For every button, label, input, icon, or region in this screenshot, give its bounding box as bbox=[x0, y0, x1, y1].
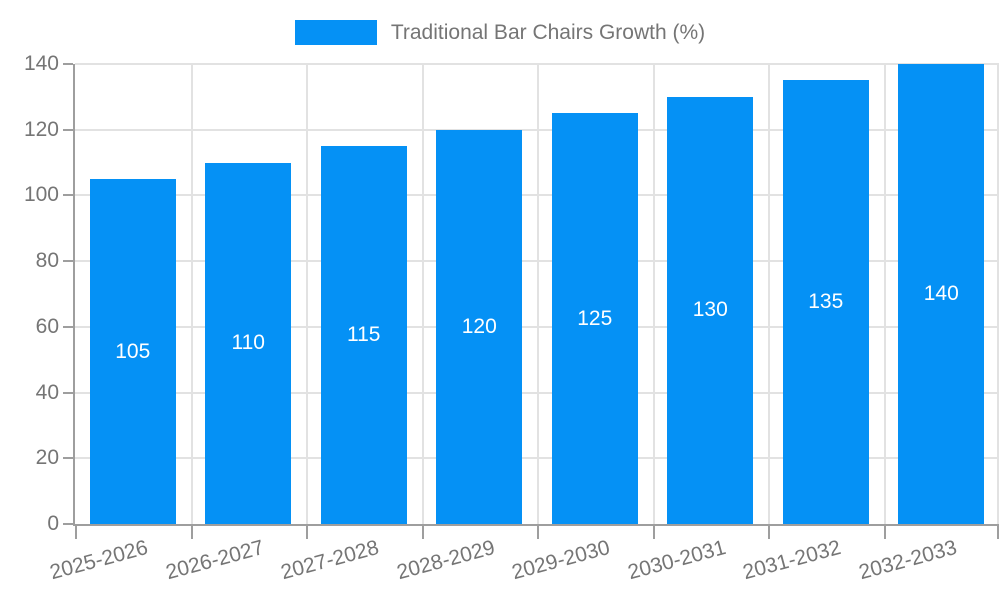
bar[interactable]: 120 bbox=[436, 129, 523, 524]
y-axis-label: 60 bbox=[35, 314, 59, 338]
x-axis-label-text: 2025-2026 bbox=[47, 536, 151, 585]
x-axis-label-text: 2026-2027 bbox=[163, 536, 267, 585]
bar-value-label: 115 bbox=[347, 323, 381, 347]
x-axis-label-text: 2031-2032 bbox=[740, 536, 844, 585]
v-gridline bbox=[191, 64, 193, 524]
x-axis-tick bbox=[884, 526, 886, 539]
v-gridline bbox=[768, 64, 770, 524]
bar[interactable]: 125 bbox=[551, 113, 638, 524]
y-axis-tick bbox=[63, 63, 73, 65]
y-axis-tick bbox=[63, 128, 73, 131]
x-axis-label-text: 2028-2029 bbox=[394, 536, 498, 585]
y-axis-label: 100 bbox=[23, 183, 59, 207]
y-axis-label: 120 bbox=[23, 117, 59, 141]
legend[interactable]: Traditional Bar Chairs Growth (%) bbox=[0, 20, 1000, 45]
v-gridline bbox=[884, 64, 886, 524]
bar-value-label: 130 bbox=[692, 298, 728, 322]
x-axis-tick bbox=[191, 526, 193, 539]
bar-value-label: 105 bbox=[115, 339, 151, 363]
v-gridline bbox=[306, 64, 308, 524]
plot-area: 0 20 40 60 80 100 120 140 105 2025-2026 110 2026-20… bbox=[24, 52, 999, 584]
x-axis-label-text: 2030-2031 bbox=[625, 536, 729, 585]
v-gridline bbox=[997, 64, 999, 524]
y-axis-tick bbox=[63, 391, 73, 394]
y-axis-tick bbox=[63, 457, 73, 460]
bar-value-label: 140 bbox=[923, 282, 959, 305]
y-axis-tick bbox=[63, 194, 73, 197]
x-axis-tick bbox=[768, 526, 770, 539]
x-axis-label-text: 2029-2030 bbox=[509, 536, 613, 585]
x-axis-tick bbox=[75, 526, 77, 539]
x-axis-label-text: 2027-2028 bbox=[278, 536, 382, 585]
bar-value-label: 135 bbox=[808, 290, 844, 314]
y-axis-tick bbox=[63, 325, 73, 328]
bar-value-label: 120 bbox=[461, 314, 497, 338]
x-axis-tick bbox=[997, 526, 999, 539]
v-gridline bbox=[653, 64, 655, 524]
y-axis-label: 40 bbox=[35, 380, 59, 404]
bar[interactable]: 140 bbox=[898, 64, 985, 524]
bar-value-label: 125 bbox=[577, 306, 613, 330]
x-axis-tick bbox=[653, 526, 655, 539]
legend-swatch-icon bbox=[294, 20, 377, 45]
y-axis-tick bbox=[63, 260, 73, 263]
bar[interactable]: 130 bbox=[667, 96, 754, 524]
x-axis-tick bbox=[306, 526, 308, 539]
bar[interactable]: 135 bbox=[782, 80, 869, 524]
v-gridline bbox=[537, 64, 539, 524]
legend-label: Traditional Bar Chairs Growth (%) bbox=[390, 20, 706, 44]
bar-value-label: 110 bbox=[231, 331, 265, 355]
x-axis-tick bbox=[422, 526, 424, 539]
bar[interactable]: 110 bbox=[205, 162, 292, 524]
x-axis-tick bbox=[537, 526, 539, 539]
bar[interactable]: 115 bbox=[320, 146, 407, 524]
y-axis-label: 140 bbox=[23, 52, 59, 75]
y-axis-label: 0 bbox=[47, 512, 59, 535]
x-axis-label-text: 2032-2033 bbox=[856, 536, 960, 585]
y-axis-label: 20 bbox=[35, 446, 59, 470]
y-axis-label: 80 bbox=[35, 249, 59, 273]
v-gridline bbox=[422, 64, 424, 524]
y-axis-tick bbox=[63, 523, 73, 525]
bar[interactable]: 105 bbox=[89, 179, 176, 524]
